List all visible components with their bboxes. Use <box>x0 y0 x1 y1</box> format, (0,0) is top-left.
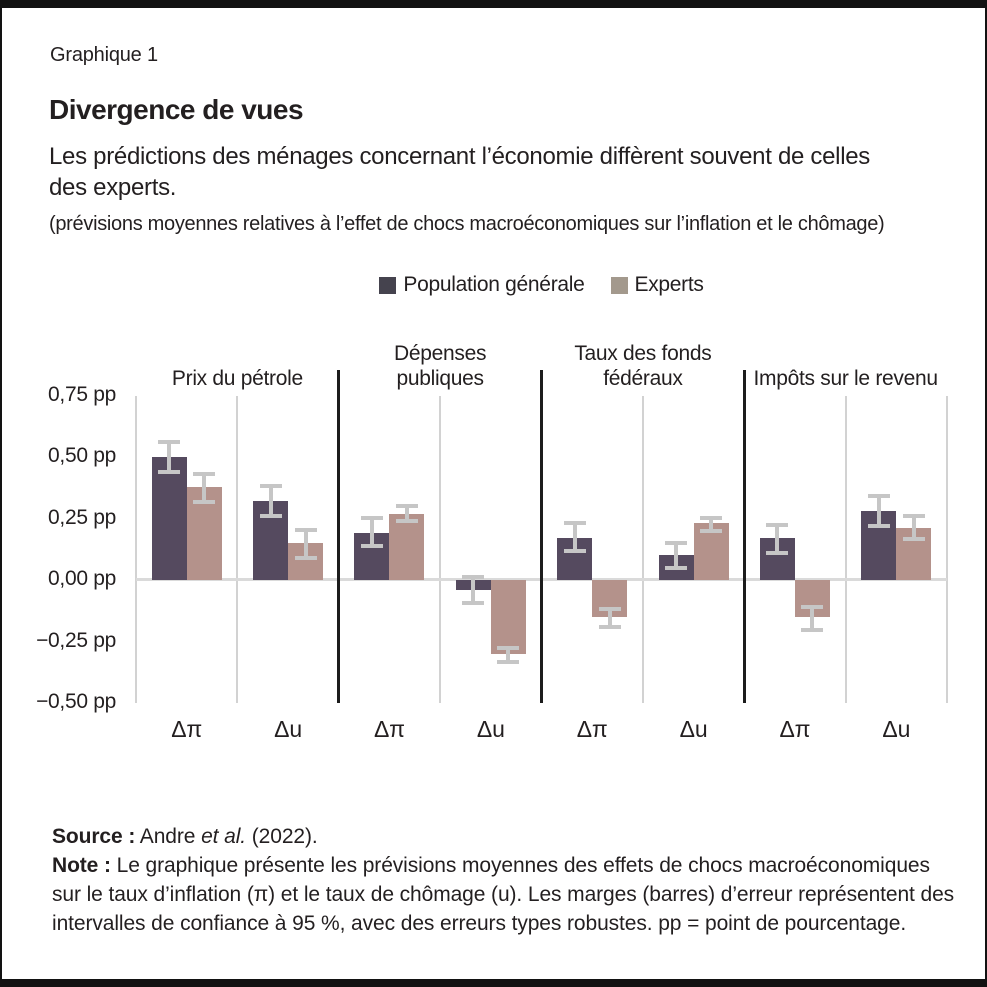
y-tick-label: 0,00 pp <box>48 567 116 590</box>
chart-legend: Population générale Experts <box>136 273 947 297</box>
error-bar <box>193 471 216 504</box>
error-bar-part <box>876 493 881 529</box>
gridline-vertical <box>135 396 137 703</box>
error-bar-part <box>810 604 815 632</box>
error-bar-part <box>303 528 308 561</box>
note-text: Le graphique présente les prévisions moy… <box>52 854 955 935</box>
x-group-label: Δu <box>274 716 302 742</box>
source-text-post: (2022). <box>246 825 318 848</box>
error-bar-part <box>268 484 273 519</box>
error-bar <box>158 439 181 475</box>
error-bar-part <box>911 513 916 541</box>
error-bar-part <box>674 540 679 571</box>
error-bar-part <box>709 516 714 534</box>
error-bar <box>259 484 282 519</box>
panel-title-line: Dépenses <box>394 342 487 365</box>
panel-separator-line <box>337 370 341 703</box>
error-bar <box>700 516 723 534</box>
y-tick-label: 0,75 pp <box>48 382 116 406</box>
note-line: Note : Le graphique présente les prévisi… <box>52 851 960 938</box>
error-bar-part <box>607 607 612 630</box>
panel-title-line: fédéraux <box>603 367 683 390</box>
error-bar-part <box>506 646 511 664</box>
source-label: Source : <box>52 825 136 848</box>
y-tick-label: 0,50 pp <box>48 444 116 467</box>
gridline-vertical <box>844 396 847 703</box>
error-bar <box>360 516 383 548</box>
figure-measure-note: (prévisions moyennes relatives à l’effet… <box>49 213 885 235</box>
error-bar <box>598 607 621 630</box>
y-tick-label: −0,50 pp <box>36 690 116 713</box>
panel-separator-line <box>540 370 543 703</box>
y-tick-label: 0,25 pp <box>48 505 116 529</box>
legend-item-experts: Experts <box>610 273 704 297</box>
error-bar-part <box>471 575 476 605</box>
error-bar-part <box>775 523 780 556</box>
error-bar <box>395 503 418 524</box>
source-text-pre: Andre <box>135 825 202 848</box>
panel-title-line: Prix du pétrole <box>171 367 303 390</box>
bar-population <box>151 457 187 580</box>
figure-subtitle-line-1: Les prédictions des ménages concernant l… <box>49 143 870 170</box>
source-text-etal: et al. <box>201 825 247 848</box>
error-bar <box>766 523 789 556</box>
legend-label-experts: Experts <box>634 273 704 296</box>
error-bar-part <box>369 516 374 548</box>
figure-title: Divergence de vues <box>49 94 304 125</box>
y-tick-label: −0,25 pp <box>36 628 116 652</box>
figure-subtitle: Les prédictions des ménages concernant l… <box>49 141 870 203</box>
error-bar-part <box>202 471 207 504</box>
error-bar <box>497 646 520 664</box>
error-bar <box>563 520 586 553</box>
error-bar <box>665 540 688 571</box>
gridline-vertical <box>946 396 948 703</box>
x-group-label: Δπ <box>576 716 608 742</box>
error-bar-part <box>167 439 172 475</box>
error-bar-part <box>404 503 409 524</box>
figure-subtitle-line-2: des experts. <box>49 174 177 201</box>
error-bar <box>801 604 824 632</box>
x-group-label: Δu <box>679 716 708 742</box>
panel-title-line: publiques <box>396 367 485 390</box>
legend-item-population: Population générale <box>379 273 585 297</box>
gridline-vertical <box>236 396 239 703</box>
panel-title: Prix du pétrole <box>127 366 347 391</box>
panel-title: Impôts sur le revenu <box>736 366 956 391</box>
panel-separator-line <box>742 370 746 703</box>
source-line: Source : Andre et al. (2022). <box>52 822 318 851</box>
gridline-vertical <box>641 396 644 703</box>
bar-experts <box>490 580 526 654</box>
chart-area: 0,75 pp 0,50 pp 0,25 pp 0,00 pp −0,25 pp −0,5… <box>2 8 985 979</box>
panel-title: Dépenses publiques <box>330 341 550 391</box>
legend-label-population: Population générale <box>403 273 585 296</box>
error-bar <box>902 513 925 541</box>
error-bar-part <box>572 520 577 553</box>
x-group-label: Δπ <box>779 716 811 742</box>
x-group-label: Δπ <box>374 716 405 742</box>
x-group-label: Δu <box>476 716 505 742</box>
note-label: Note : <box>52 854 111 877</box>
bar-experts <box>389 513 425 580</box>
error-bar <box>867 493 890 529</box>
gridline-vertical <box>439 396 442 703</box>
panel-title-line: Taux des fonds <box>574 342 712 365</box>
x-group-label: Δu <box>882 716 911 742</box>
error-bar <box>462 575 485 605</box>
x-group-label: Δπ <box>171 716 203 742</box>
panel-title-line: Impôts sur le revenu <box>753 367 938 390</box>
legend-swatch-experts-icon <box>610 276 628 294</box>
legend-swatch-population-icon <box>379 276 397 294</box>
error-bar <box>294 528 317 561</box>
panel-title: Taux des fonds fédéraux <box>533 341 753 391</box>
figure-kicker: Graphique 1 <box>50 44 158 66</box>
